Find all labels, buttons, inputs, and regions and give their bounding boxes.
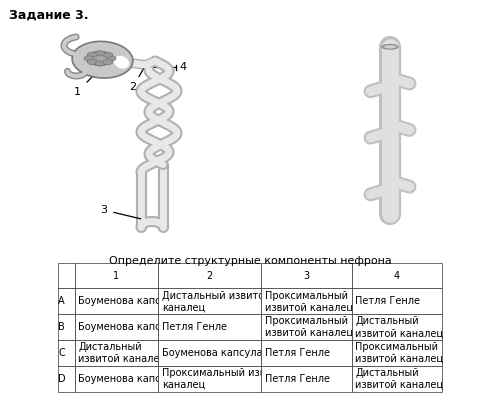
- Ellipse shape: [114, 56, 129, 69]
- Text: 4: 4: [179, 62, 186, 72]
- Circle shape: [366, 136, 374, 140]
- Text: 1: 1: [74, 87, 81, 97]
- Circle shape: [87, 52, 97, 57]
- Text: Определите структурные компоненты нефрона: Определите структурные компоненты нефрон…: [108, 256, 392, 265]
- Ellipse shape: [86, 52, 114, 65]
- Circle shape: [366, 89, 374, 93]
- Text: Задание 3.: Задание 3.: [9, 9, 88, 22]
- Circle shape: [103, 59, 113, 65]
- Circle shape: [84, 56, 94, 61]
- Text: 3: 3: [100, 205, 107, 216]
- Ellipse shape: [382, 45, 398, 49]
- Text: 2: 2: [129, 82, 136, 92]
- Circle shape: [95, 61, 105, 66]
- Circle shape: [406, 184, 413, 189]
- Circle shape: [87, 59, 97, 65]
- Circle shape: [106, 56, 116, 61]
- Ellipse shape: [72, 41, 133, 78]
- Circle shape: [406, 81, 413, 85]
- Circle shape: [95, 51, 105, 56]
- Circle shape: [366, 192, 374, 196]
- Circle shape: [103, 52, 113, 57]
- Circle shape: [406, 128, 413, 132]
- Ellipse shape: [384, 45, 396, 48]
